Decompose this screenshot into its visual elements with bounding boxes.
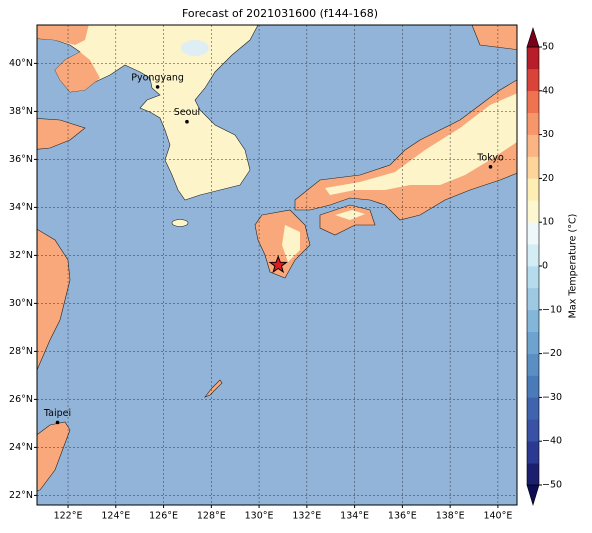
colorbar-band [527, 178, 539, 201]
map-frame [36, 24, 518, 506]
colorbar-band [527, 112, 539, 135]
colorbar-band [527, 68, 539, 92]
colorbar-band [527, 309, 539, 332]
colorbar-band [527, 156, 539, 179]
colorbar-tick-label: 40 [542, 85, 554, 96]
colorbar-band [527, 287, 539, 311]
colorbar-over [526, 27, 540, 48]
x-tick-label: 130°E [245, 511, 274, 522]
colorbar-band [527, 266, 539, 289]
colorbar-tick-label: 50 [542, 42, 554, 53]
colorbar-band [527, 331, 539, 354]
colorbar-band [527, 134, 539, 157]
honshu-inner [325, 93, 517, 195]
city-label: Pyongyang [131, 72, 184, 83]
south-china-coast [37, 228, 71, 371]
colorbar-tick-label: −30 [542, 392, 562, 403]
colorbar-tick-label: 10 [542, 217, 554, 228]
colorbar-tick-label: 30 [542, 129, 554, 140]
hokkaido [471, 25, 517, 50]
x-tick-label: 126°E [149, 511, 178, 522]
colorbar-tick-label: −20 [542, 348, 562, 359]
ryukyu [204, 379, 223, 398]
y-tick-label: 22°N [9, 490, 33, 501]
y-tick-label: 28°N [9, 346, 33, 357]
y-tick-label: 32°N [9, 250, 33, 261]
map-area: Pyongyang Seoul Tokyo Taipei [37, 25, 517, 505]
y-tick-label: 30°N [9, 298, 33, 309]
colorbar-band [527, 353, 539, 376]
x-tick-label: 132°E [292, 511, 321, 522]
x-tick-label: 140°E [483, 511, 512, 522]
lake [181, 40, 209, 56]
warm-patch [37, 25, 100, 92]
y-tick-label: 34°N [9, 202, 33, 213]
shandong [37, 118, 86, 150]
colorbar-band [527, 200, 539, 223]
x-tick-label: 128°E [197, 511, 226, 522]
city-label: Taipei [43, 408, 71, 419]
city-dot [488, 165, 493, 169]
shikoku [319, 204, 376, 236]
colorbar-band [527, 244, 539, 267]
kyushu-inner [282, 225, 300, 262]
city-label: Tokyo [476, 152, 504, 163]
colorbar-band [527, 222, 539, 245]
y-tick-label: 26°N [9, 394, 33, 405]
colorbar-band [527, 397, 539, 420]
colorbar-under [526, 484, 540, 507]
colorbar-label: Max Temperature (°C) [568, 214, 579, 319]
colorbar-band [527, 463, 539, 486]
colorbar-tick-label: −10 [542, 304, 562, 315]
x-tick-label: 138°E [436, 511, 465, 522]
colorbar-tick-label: −40 [542, 436, 562, 447]
city-label: Seoul [174, 107, 200, 118]
y-tick-label: 36°N [9, 154, 33, 165]
x-tick-label: 124°E [101, 511, 130, 522]
x-tick-label: 136°E [388, 511, 417, 522]
colorbar-band [527, 375, 539, 398]
city-dot [155, 85, 160, 89]
y-tick-label: 38°N [9, 106, 33, 117]
city-dot [55, 420, 60, 425]
marker-star [268, 255, 288, 274]
title: Forecast of 2021031600 (f144-168) [182, 7, 378, 20]
y-tick-label: 24°N [9, 442, 33, 453]
colorbar-band [527, 441, 539, 464]
jeju [171, 219, 189, 227]
y-tick-label: 40°N [9, 58, 33, 69]
colorbar-band [527, 47, 539, 70]
colorbar-tick-label: 20 [542, 173, 554, 184]
taiwan [37, 421, 71, 491]
colorbar-band [527, 419, 539, 442]
city-dot [185, 119, 189, 124]
colorbar-tick-label: −50 [542, 480, 562, 491]
colorbar-band [527, 90, 539, 113]
x-tick-label: 134°E [340, 511, 369, 522]
x-tick-label: 122°E [54, 511, 83, 522]
shikoku-inner [335, 210, 365, 220]
colorbar-tick-label: 0 [542, 261, 548, 272]
